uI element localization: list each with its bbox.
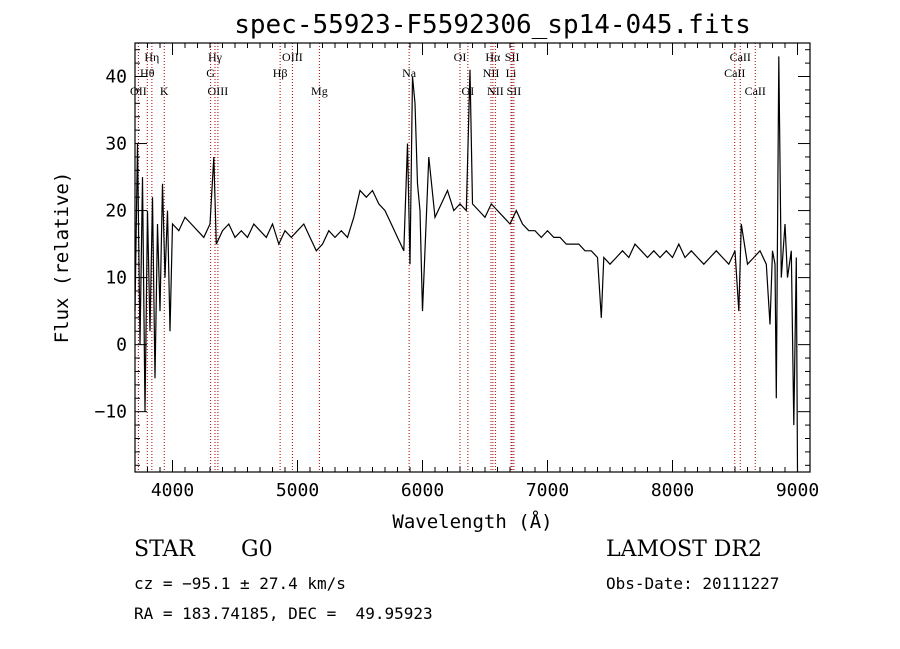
spectral-line-label: Mg — [311, 84, 328, 98]
spectral-line-label: Hγ — [208, 50, 223, 64]
x-tick-label: 6000 — [401, 480, 444, 501]
spectral-line-label: Hα — [485, 50, 501, 64]
x-tick-label: 4000 — [151, 480, 194, 501]
x-axis-label: Wavelength (Å) — [392, 510, 552, 533]
spectral-line-label: NII — [487, 84, 504, 98]
y-tick-label: 0 — [116, 335, 127, 356]
y-axis-label: Flux (relative) — [51, 172, 73, 344]
plot-frame — [134, 42, 811, 473]
y-tick-label: 10 — [105, 268, 127, 289]
y-tick-label: 40 — [105, 67, 127, 88]
spectral-line-label: Hη — [144, 50, 159, 64]
spectral-line-label: Hβ — [273, 66, 288, 80]
spectral-line-label: CaII — [745, 84, 766, 98]
coordinates: RA = 183.74185, DEC = 49.95923 — [134, 604, 433, 623]
spectral-line-label: SII — [505, 50, 520, 64]
y-tick-label: −10 — [94, 402, 127, 423]
spectral-line-label: K — [160, 84, 169, 98]
spectral-line-label: CaII — [724, 66, 745, 80]
spectral-line-label: Li — [506, 66, 517, 80]
spectral-line-label: OII — [130, 84, 147, 98]
spectral-line-label: G — [206, 66, 215, 80]
spectral-line-label: OIII — [208, 84, 229, 98]
x-tick-label: 5000 — [276, 480, 319, 501]
spectral-line-label: CaII — [730, 50, 751, 64]
spectral-line-label: OIII — [282, 50, 303, 64]
survey-label: LAMOST DR2 — [606, 537, 762, 562]
chart-title: spec-55923-F5592306_sp14-045.fits — [234, 10, 751, 40]
spectrum-series-line — [134, 56, 799, 473]
object-class: STAR — [134, 537, 195, 562]
object-subclass: G0 — [241, 537, 273, 562]
spectral-line-label: Na — [402, 66, 417, 80]
y-tick-label: 30 — [105, 134, 127, 155]
spectral-line-label: OI — [462, 84, 475, 98]
spectral-line-label: Hθ — [140, 66, 155, 80]
x-tick-label: 8000 — [651, 480, 694, 501]
observation-date: Obs-Date: 20111227 — [606, 574, 780, 593]
x-tick-label: 9000 — [776, 480, 819, 501]
x-tick-label: 7000 — [526, 480, 569, 501]
spectral-line-label: NII — [483, 66, 500, 80]
spectral-line-label: OI — [454, 50, 467, 64]
spectral-line-label: SII — [507, 84, 522, 98]
y-tick-label: 20 — [105, 201, 127, 222]
redshift-velocity: cz = −95.1 ± 27.4 km/s — [134, 574, 346, 593]
